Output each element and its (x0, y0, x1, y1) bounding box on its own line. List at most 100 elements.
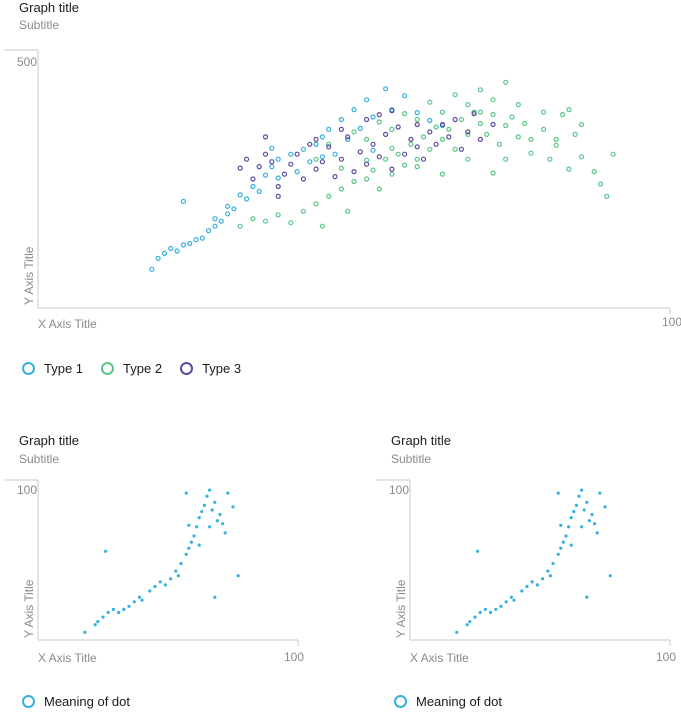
chart1-point-s0-2 (161, 250, 167, 256)
chart1-point-s1-65 (313, 156, 319, 162)
legend-label-type2: Type 2 (123, 361, 163, 376)
chart1-point-s2-19 (357, 149, 363, 155)
chart1-point-s1-6 (313, 201, 319, 207)
chart1-point-s0-1 (155, 255, 161, 261)
legend-item-meaning-of-dot[interactable]: Meaning of dot (394, 694, 502, 709)
chart1-point-s2-37 (471, 110, 477, 117)
chart3-legend: Meaning of dot (394, 694, 520, 709)
chart1-point-s1-26 (452, 146, 458, 152)
chart1-point-s2-47 (376, 111, 382, 118)
chart2-point-s0-3 (101, 615, 105, 619)
chart1-point-s2-36 (465, 129, 471, 135)
chart2-plot: 100 100 X Axis Title Y Axis Title (4, 479, 304, 665)
chart1-point-s2-20 (364, 161, 370, 167)
chart1-point-s0-3 (168, 245, 174, 252)
chart1-point-s2-33 (446, 134, 452, 140)
chart1-point-s0-18 (250, 183, 256, 190)
chart3-point-s0-5 (483, 607, 487, 611)
chart2-point-s0-41 (184, 491, 188, 495)
chart2-legend: Meaning of dot (22, 694, 148, 709)
chart1-point-s1-28 (465, 131, 471, 137)
chart1-title: Graph title (19, 0, 79, 15)
chart2-x-axis-title: X Axis Title (38, 651, 97, 665)
chart2-points (83, 488, 240, 634)
chart3-points (455, 488, 612, 634)
chart1-point-s1-74 (528, 150, 534, 156)
chart1-point-s1-73 (503, 156, 509, 162)
chart3-point-s0-42 (476, 549, 480, 553)
chart1-point-s0-29 (319, 134, 325, 140)
chart1-point-s2-16 (338, 156, 344, 162)
chart2-y-axis-title: Y Axis Title (22, 579, 36, 638)
chart3-point-s0-33 (593, 522, 597, 526)
chart1-point-s0-14 (225, 203, 231, 209)
chart1-point-s2-30 (427, 129, 433, 135)
chart1-point-s0-10 (212, 223, 218, 229)
chart1-point-s2-8 (288, 161, 294, 167)
legend-marker-type1 (22, 362, 35, 375)
chart1-point-s1-46 (591, 169, 597, 175)
chart3-point-s0-3 (473, 615, 477, 619)
chart3-point-s0-26 (574, 503, 578, 507)
chart1-point-s1-21 (420, 134, 427, 140)
chart1-point-s1-75 (553, 136, 559, 142)
chart1-point-s0-44 (180, 198, 186, 204)
chart1-point-s1-4 (288, 220, 294, 226)
chart3-point-s0-24 (569, 516, 573, 520)
chart1-point-s0-32 (338, 116, 344, 123)
chart1-point-s1-45 (578, 154, 585, 160)
chart2-point-s0-16 (169, 577, 173, 581)
chart1-point-s0-8 (199, 235, 205, 241)
chart1-point-s2-38 (477, 136, 483, 142)
chart1-point-s0-6 (187, 240, 193, 247)
chart3-point-s0-37 (585, 595, 589, 599)
chart1-point-s2-18 (351, 169, 357, 175)
chart1-point-s1-42 (559, 111, 566, 118)
chart1-point-s0-26 (300, 146, 306, 152)
chart2-point-s0-6 (117, 610, 121, 615)
chart1-point-s0-20 (262, 172, 269, 178)
chart1-point-s2-46 (262, 134, 269, 140)
chart2-point-s0-26 (202, 503, 206, 507)
chart1-point-s1-67 (364, 157, 370, 163)
chart1-point-s1-55 (490, 97, 496, 103)
chart3-point-s0-36 (608, 574, 612, 578)
legend-item-type2[interactable]: Type 2 (101, 361, 162, 376)
chart2-point-s0-20 (187, 546, 191, 550)
chart1-point-s1-0 (237, 223, 243, 229)
chart2-point-s0-7 (122, 607, 126, 611)
chart2-point-s0-38 (187, 523, 191, 527)
chart1-point-s2-5 (269, 159, 275, 165)
chart1-point-s0-19 (256, 188, 262, 194)
chart1-point-s0-21 (269, 164, 275, 170)
chart1-point-s2-40 (313, 136, 319, 142)
chart1-point-s2-43 (389, 107, 395, 114)
chart1-point-s1-16 (389, 171, 395, 177)
chart3-point-s0-16 (541, 577, 545, 581)
chart1-point-s0-15 (231, 206, 237, 212)
chart3-point-s0-29 (582, 508, 586, 512)
legend-item-type3[interactable]: Type 3 (180, 361, 241, 376)
chart1-point-s2-22 (376, 154, 382, 160)
chart1-point-s1-64 (326, 141, 332, 147)
chart1-point-s1-19 (408, 141, 414, 147)
chart2-point-s0-17 (174, 569, 178, 573)
chart2-y-tick-max: 100 (17, 483, 37, 497)
chart1-point-s2-3 (256, 164, 262, 170)
chart1-point-s2-42 (364, 116, 370, 123)
legend-item-meaning-of-dot[interactable]: Meaning of dot (22, 694, 130, 709)
chart1-point-s0-31 (332, 151, 338, 157)
legend-marker-meaning-of-dot (394, 695, 407, 708)
chart1-point-s1-24 (439, 136, 446, 142)
chart1-point-s2-12 (313, 166, 319, 172)
legend-item-type1[interactable]: Type 1 (22, 361, 83, 376)
chart3-point-s0-21 (561, 540, 565, 544)
chart3-point-s0-38 (559, 523, 563, 527)
chart2-point-s0-14 (158, 580, 162, 584)
chart1-point-s1-30 (477, 120, 483, 127)
chart3-point-s0-18 (551, 561, 555, 566)
chart1-point-s1-32 (490, 111, 496, 118)
chart1-point-s1-37 (521, 120, 528, 127)
chart1-point-s2-17 (345, 134, 351, 140)
chart3-point-s0-35 (603, 505, 607, 509)
